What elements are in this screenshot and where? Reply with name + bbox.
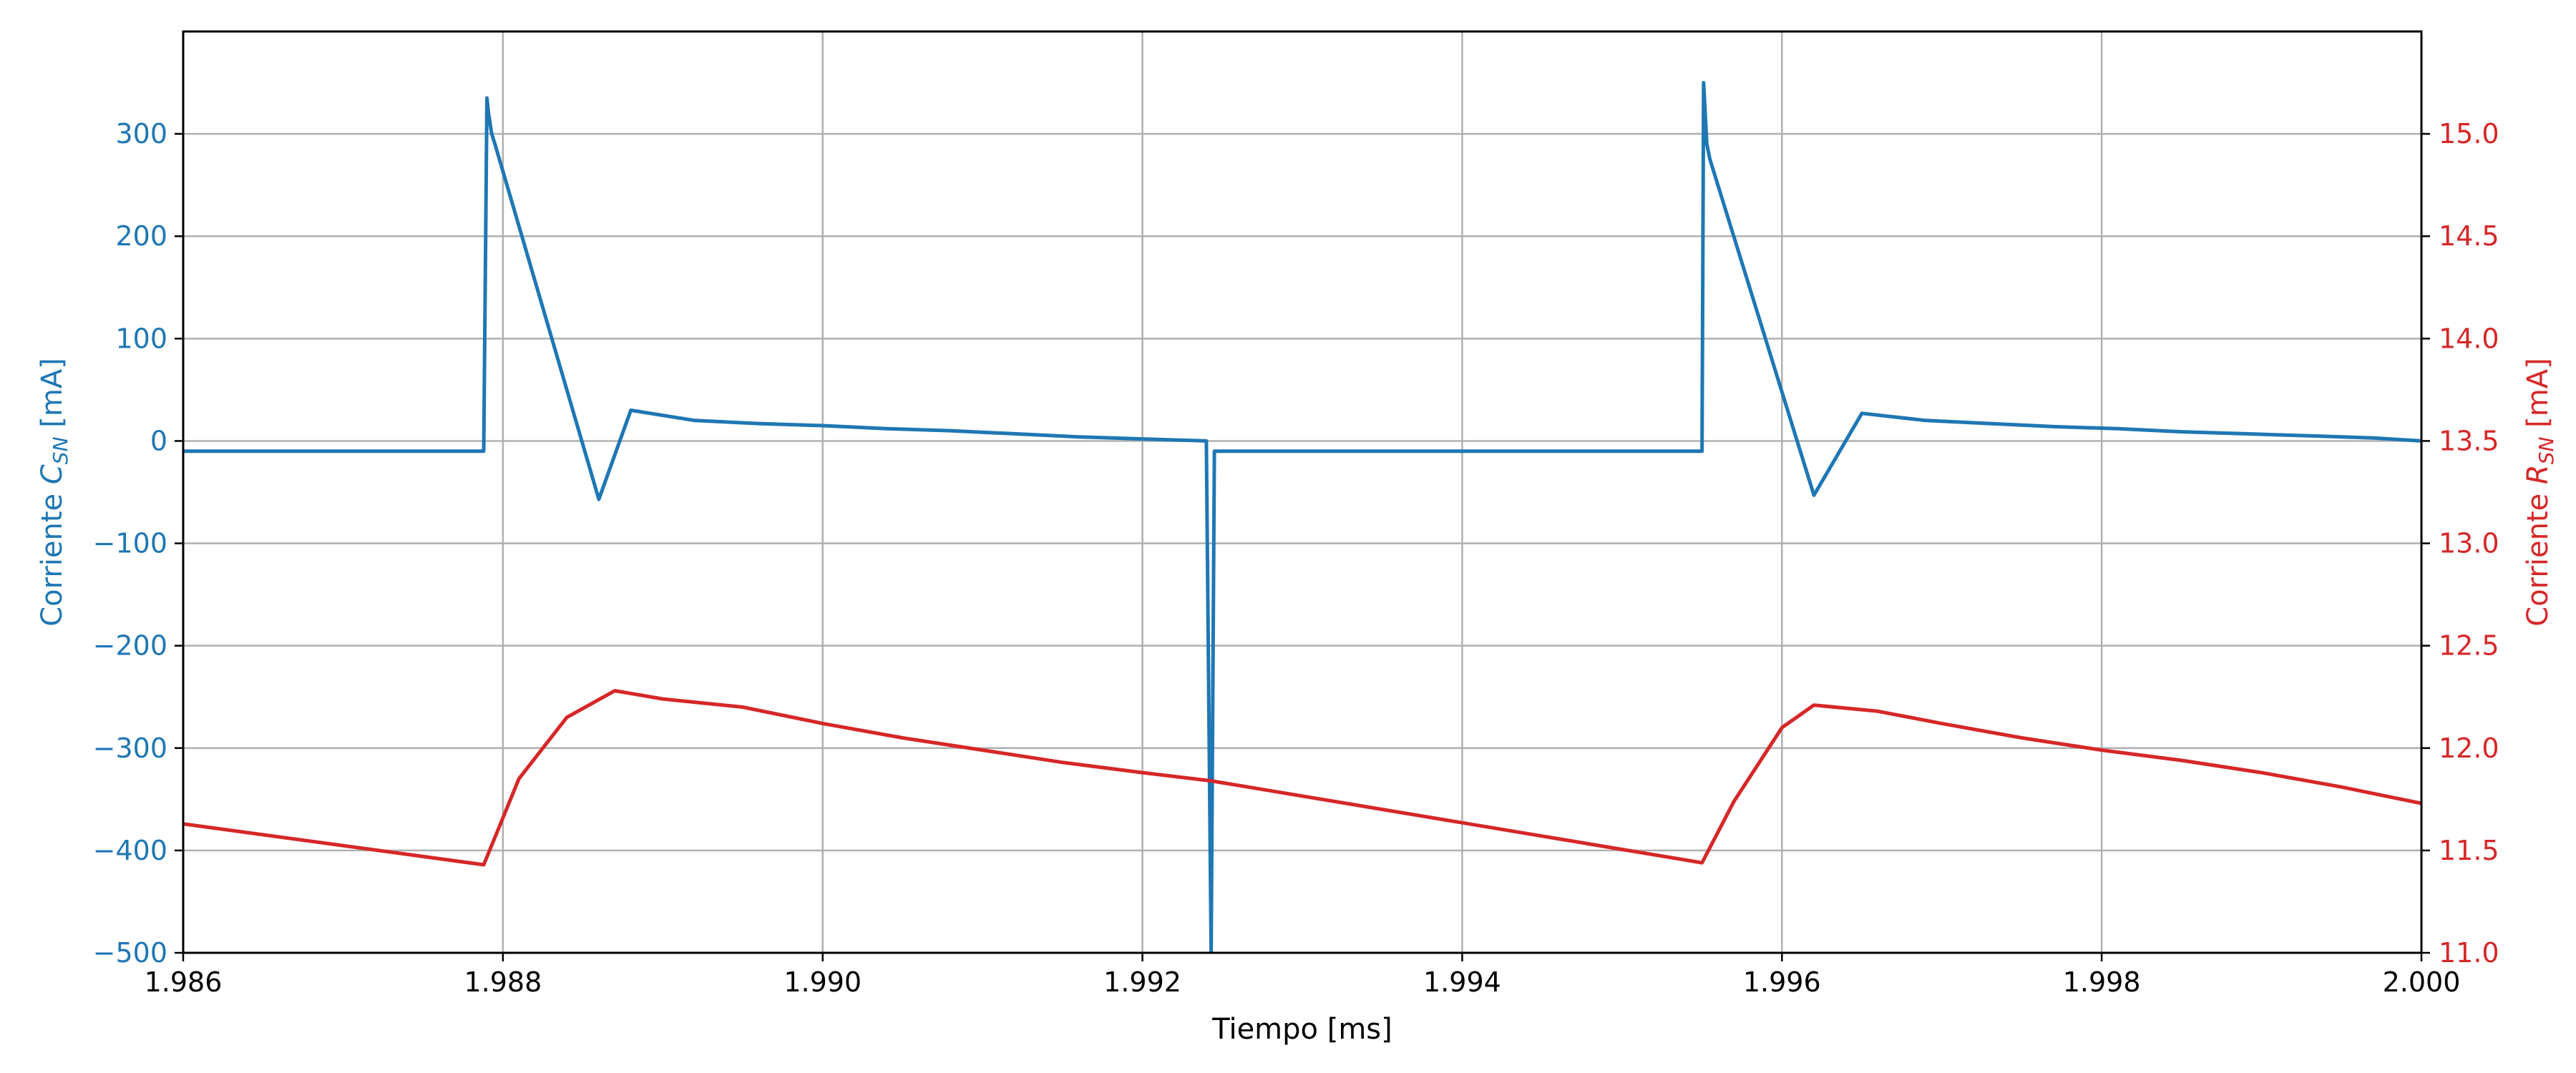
left-y-tick-label: 100: [115, 323, 167, 354]
capacitor-current-line: [183, 81, 2421, 953]
right-y-tick-label: 15.0: [2439, 118, 2499, 150]
x-tick-label: 1.992: [1103, 966, 1181, 998]
right-y-tick-label: 12.5: [2439, 630, 2499, 662]
left-y-tick-label: −400: [93, 835, 167, 866]
plot-frame: [182, 30, 2423, 954]
x-axis-label: Tiempo [ms]: [1211, 1013, 1392, 1046]
right-y-axis-label-subscript: SN: [2534, 436, 2558, 464]
series-lines: [183, 81, 2421, 953]
right-y-tick-label: 11.5: [2439, 835, 2499, 866]
right-y-tick-label: 13.0: [2439, 528, 2499, 559]
right-y-axis-ticks: 15.0 14.5 14.0 13.5 13.0 12.5 12.0 11.5 11.0: [2421, 118, 2499, 969]
x-tick-label: 1.998: [2063, 966, 2141, 998]
right-y-tick-label: 14.0: [2439, 323, 2499, 354]
left-y-tick-label: −200: [93, 630, 167, 662]
x-tick-label: 1.988: [464, 966, 542, 998]
right-y-tick-label: 12.0: [2439, 733, 2499, 764]
left-y-tick-label: 0: [150, 425, 167, 456]
right-y-tick-label: 13.5: [2439, 425, 2499, 456]
x-tick-label: 1.996: [1743, 966, 1821, 998]
right-y-tick-label: 14.5: [2439, 220, 2499, 252]
left-y-tick-label: 200: [115, 220, 167, 252]
left-y-tick-label: −500: [93, 937, 167, 969]
right-y-axis-label-prefix: Corriente: [2522, 484, 2555, 627]
left-y-axis-label-prefix: Corriente: [36, 484, 69, 627]
right-y-axis-label-suffix: [mA]: [2522, 358, 2555, 436]
left-y-axis-label: Corriente CSN [mA]: [36, 358, 72, 627]
left-y-axis-label-subscript: SN: [49, 436, 72, 464]
x-tick-label: 2.000: [2383, 966, 2461, 998]
resistor-current-line: [183, 689, 2421, 867]
right-y-axis-label: Corriente RSN [mA]: [2522, 358, 2558, 626]
x-axis-ticks: 1.986 1.988 1.990 1.992 1.994 1.996 1.998 2.000: [145, 953, 2461, 998]
left-y-axis-label-symbol: C: [36, 464, 69, 484]
left-y-tick-label: 300: [115, 118, 167, 150]
right-y-axis-label-symbol: R: [2522, 464, 2555, 484]
x-tick-label: 1.986: [145, 966, 223, 998]
left-y-tick-label: −100: [93, 528, 167, 559]
right-y-tick-label: 11.0: [2439, 937, 2499, 969]
left-y-tick-label: −300: [93, 733, 167, 764]
x-tick-label: 1.990: [784, 966, 862, 998]
left-y-axis-label-suffix: [mA]: [36, 358, 69, 436]
left-y-axis-ticks: 300 200 100 0 −100 −200 −300 −400 −500: [93, 118, 183, 969]
x-tick-label: 1.994: [1423, 966, 1501, 998]
